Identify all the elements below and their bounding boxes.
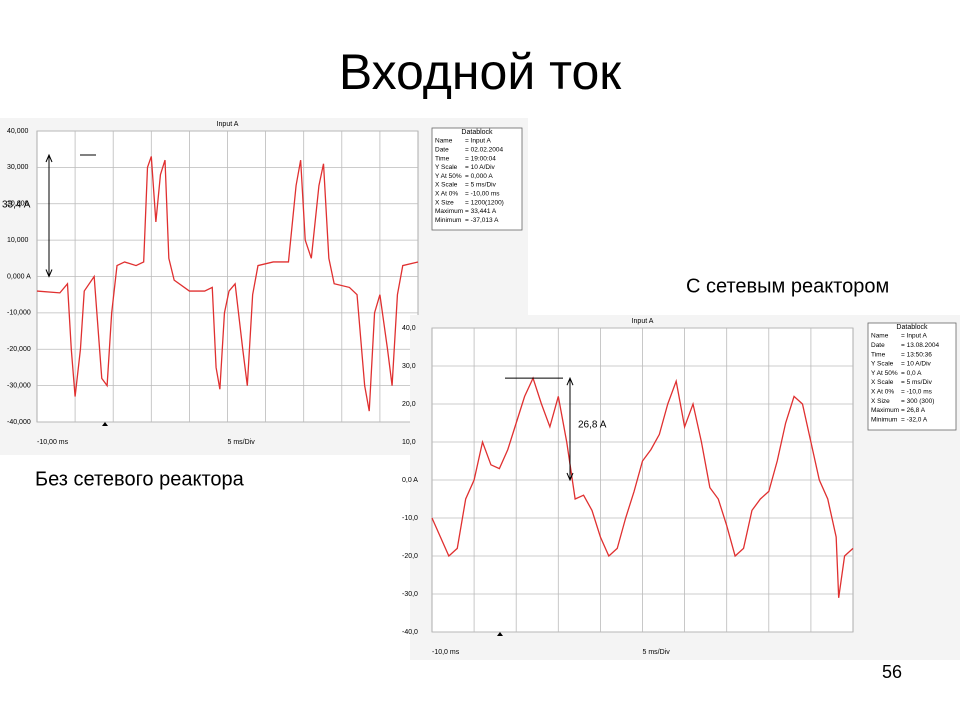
trigger-marker (497, 632, 503, 636)
datablock-key: X Size (871, 398, 890, 405)
datablock-key: Maximum (871, 407, 899, 414)
annotation-text: 33,4 A (2, 200, 31, 211)
y-tick-label: -10,0 (402, 515, 418, 522)
arrow-head (566, 376, 574, 482)
y-tick-label: -30,000 (7, 382, 31, 389)
datablock-value: = Input A (465, 138, 492, 145)
datablock-value: = 5 ms/Div (465, 182, 497, 189)
datablock-value: = 19:00:04 (465, 155, 496, 162)
datablock-key: X At 0% (871, 389, 894, 396)
datablock-value: = -10,00 ms (465, 191, 500, 198)
datablock-key: Y Scale (435, 164, 458, 171)
annotation-text: 26,8 A (578, 420, 607, 431)
y-tick-label: 10,000 (7, 237, 29, 244)
y-tick-label: 20,000 (7, 201, 29, 208)
x-label: 5 ms/Div (643, 649, 671, 656)
y-tick-label: 40,000 (7, 128, 29, 135)
y-tick-label: -20,000 (7, 346, 31, 353)
trigger-marker (102, 422, 108, 426)
datablock-key: Date (435, 147, 449, 154)
datablock-value: = 13.08.2004 (901, 342, 940, 349)
y-tick-label: -40,000 (7, 419, 31, 426)
datablock-title: Datablock (461, 129, 493, 136)
datablock-key: X At 0% (435, 191, 458, 198)
datablock-value: = 33,441 A (465, 208, 497, 215)
y-tick-label: 40,0 (402, 325, 416, 332)
chart-title: Input A (632, 318, 654, 325)
y-tick-label: 0,000 A (7, 273, 31, 280)
datablock-value: = 10 A/Div (465, 164, 496, 171)
datablock-key: Minimum (435, 217, 461, 224)
x-label: 5 ms/Div (228, 439, 256, 446)
datablock-value: = 13:50:36 (901, 351, 932, 358)
datablock-value: = -10,0 ms (901, 389, 933, 396)
datablock-value: = 1200(1200) (465, 199, 504, 206)
datablock-key: Y At 50% (871, 370, 898, 377)
datablock-key: X Size (435, 199, 454, 206)
datablock-key: Time (435, 155, 450, 162)
x-label: -10,00 ms (37, 439, 69, 446)
y-tick-label: -10,000 (7, 310, 31, 317)
page-number: 56 (882, 662, 902, 682)
datablock-title: Datablock (896, 324, 928, 331)
datablock-key: Minimum (871, 416, 897, 423)
data-line (36, 156, 419, 412)
y-tick-label: -20,0 (402, 553, 418, 560)
datablock-value: = 5 ms/Div (901, 379, 933, 386)
datablock-value: = 10 A/Div (901, 361, 932, 368)
datablock-key: Maximum (435, 208, 463, 215)
datablock-key: Y At 50% (435, 173, 462, 180)
datablock-value: = 300 (300) (901, 398, 934, 405)
datablock-key: Name (435, 138, 453, 145)
chart-title: Input A (217, 121, 239, 128)
y-tick-label: 30,0 (402, 363, 416, 370)
datablock-key: Time (871, 351, 886, 358)
y-tick-label: 30,000 (7, 164, 29, 171)
datablock-key: Name (871, 333, 889, 340)
datablock-value: = 0,000 A (465, 173, 493, 180)
y-tick-label: -30,0 (402, 591, 418, 598)
datablock-key: X Scale (871, 379, 894, 386)
datablock-value: = Input A (901, 333, 928, 340)
datablock-key: X Scale (435, 182, 458, 189)
data-line (431, 376, 854, 598)
slide-title: Входной ток (339, 44, 622, 100)
y-tick-label: 0,0 A (402, 477, 418, 484)
datablock-value: = -37,013 A (465, 217, 499, 224)
datablock (867, 322, 957, 431)
caption: С сетевым реактором (686, 275, 889, 297)
y-tick-label: 10,0 (402, 439, 416, 446)
datablock (431, 127, 523, 231)
y-tick-label: 20,0 (402, 401, 416, 408)
datablock-value: = 0,0 A (901, 370, 922, 377)
datablock-value: = 26,8 A (901, 407, 926, 414)
x-label: -10,0 ms (432, 649, 460, 656)
datablock-key: Y Scale (871, 361, 894, 368)
y-tick-label: -40,0 (402, 629, 418, 636)
datablock-value: = 02.02.2004 (465, 147, 504, 154)
datablock-value: = -32,0 A (901, 416, 928, 423)
caption: Без сетевого реактора (35, 468, 245, 490)
arrow-head (45, 153, 53, 278)
datablock-key: Date (871, 342, 885, 349)
